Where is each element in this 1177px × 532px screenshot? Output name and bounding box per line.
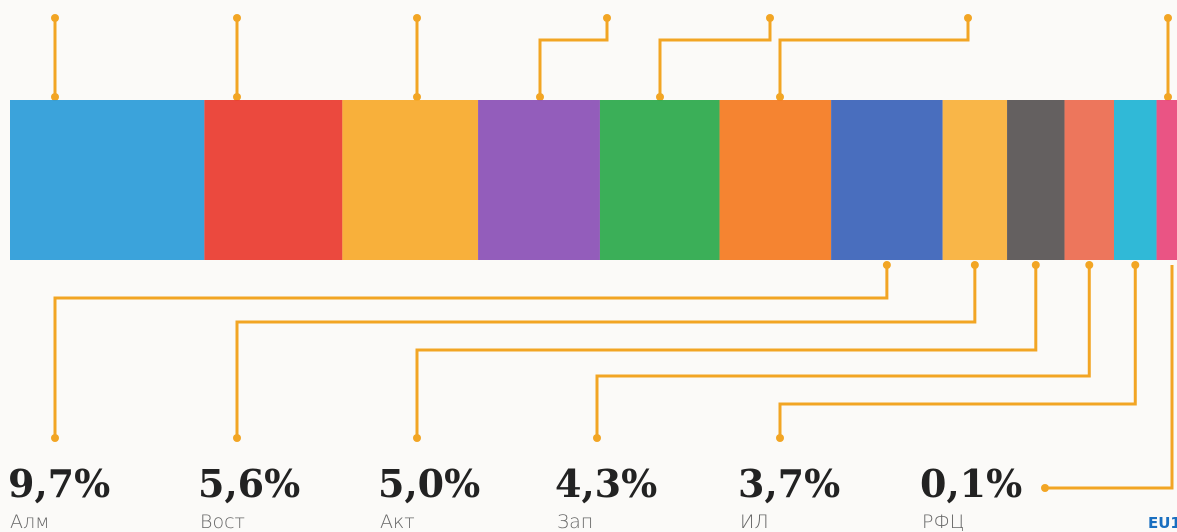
value-label: 4,3%	[555, 461, 657, 506]
connector-dot	[964, 14, 972, 22]
connector-dot	[1131, 261, 1140, 269]
connector-dot	[1164, 14, 1172, 22]
value-label: 9,7%	[8, 461, 110, 506]
bar-segment	[831, 100, 943, 260]
category-label: РФЦ	[922, 511, 965, 532]
connector	[1045, 265, 1174, 490]
category-label: Алм	[10, 511, 49, 532]
connector-dot	[970, 261, 979, 269]
bar-segment	[478, 100, 600, 260]
bar-segment	[204, 100, 343, 260]
category-label: Зап	[557, 511, 593, 532]
connector-dot	[776, 434, 784, 442]
connector-dot	[413, 434, 421, 442]
connector-dot	[233, 14, 241, 22]
bar-segment	[942, 100, 1008, 260]
connector	[53, 265, 889, 438]
bar-segment	[342, 100, 479, 260]
connector	[415, 265, 1038, 438]
connector-dot	[51, 434, 59, 442]
value-label: 5,0%	[378, 461, 480, 506]
connector-dot	[776, 93, 784, 101]
connector-dot	[1041, 484, 1049, 492]
connector-dot	[233, 93, 241, 101]
bar-segment	[1007, 100, 1065, 260]
connector-dot	[1085, 261, 1094, 269]
connector-dot	[603, 14, 611, 22]
connector-dot	[413, 14, 421, 22]
connector-dot	[536, 93, 544, 101]
category-label: Акт	[380, 511, 415, 532]
bar-segment	[1064, 100, 1114, 260]
connector-dot	[593, 434, 601, 442]
connector-dot	[233, 434, 241, 442]
connector-dot	[51, 14, 59, 22]
bar-segment	[10, 100, 205, 260]
logo: EU1	[1148, 514, 1177, 532]
bar-segment	[1114, 100, 1157, 260]
bar-segment	[599, 100, 720, 260]
value-label: 5,6%	[198, 461, 300, 506]
connector-dot	[1164, 93, 1172, 101]
connector-dot	[766, 14, 774, 22]
connector	[778, 18, 970, 97]
category-label: ИЛ	[740, 511, 769, 532]
bar-segment	[719, 100, 832, 260]
connector	[538, 18, 609, 97]
value-label: 3,7%	[738, 461, 840, 506]
connector	[595, 265, 1091, 438]
connector-dot	[1031, 261, 1040, 269]
connector	[235, 265, 977, 438]
connector-dot	[413, 93, 421, 101]
bar-segment	[1156, 100, 1177, 260]
connector-dot	[882, 261, 891, 269]
connector-dot	[656, 93, 664, 101]
category-label: Вост	[200, 511, 245, 532]
connector-dot	[51, 93, 59, 101]
value-label: 0,1%	[920, 461, 1022, 506]
connector	[658, 18, 772, 97]
connector	[778, 265, 1137, 438]
